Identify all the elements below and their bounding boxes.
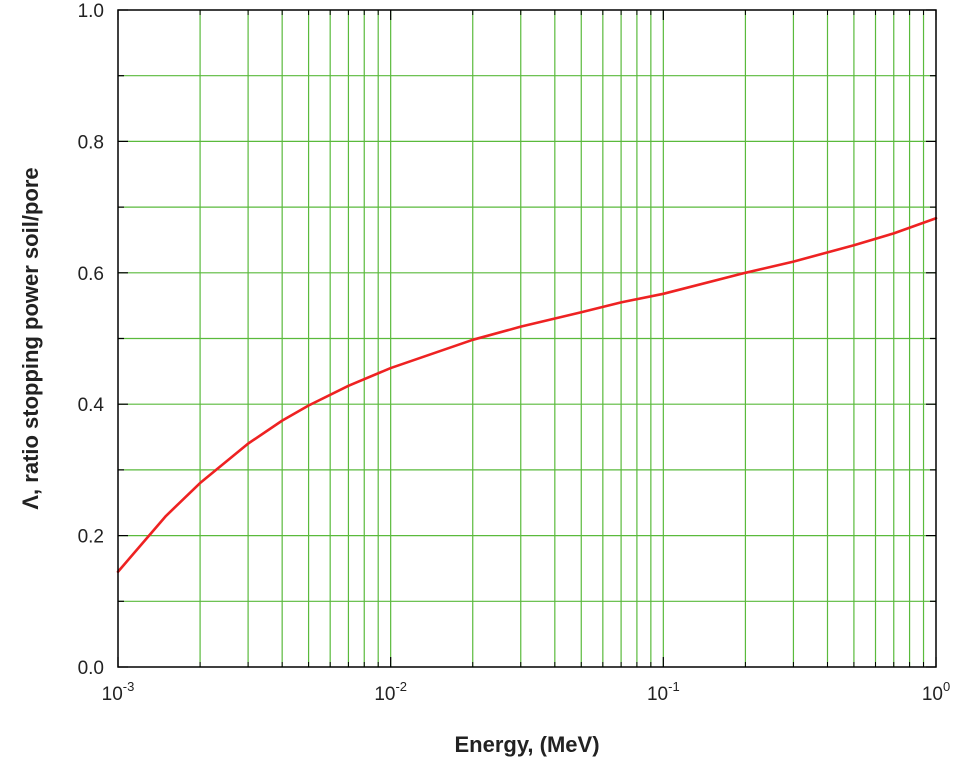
label-layer: 0.0 0.2 0.4 0.6 0.8 1.0 10-3 10-2 10-1 100 [78, 1, 951, 705]
y-tick-label: 0.4 [78, 395, 105, 416]
plot-frame [117, 9, 937, 668]
grid-layer [118, 10, 936, 667]
x-tick-label: 10-1 [647, 679, 680, 705]
x-tick-label: 100 [922, 679, 950, 705]
x-tick-label: 10-3 [102, 679, 135, 705]
x-axis-title: Energy, (MeV) [454, 732, 599, 757]
y-tick-label: 0.8 [78, 132, 104, 153]
y-tick-label: 0.2 [78, 527, 104, 548]
x-tick-label: 10-2 [374, 679, 407, 705]
series-line [116, 216, 938, 574]
y-axis-title: Λ, ratio stopping power soil/pore [18, 167, 43, 509]
y-tick-label: 0.6 [78, 264, 104, 285]
y-tick-label: 0.0 [78, 658, 104, 679]
y-tick-label: 1.0 [78, 1, 104, 22]
series-layer [116, 216, 938, 574]
